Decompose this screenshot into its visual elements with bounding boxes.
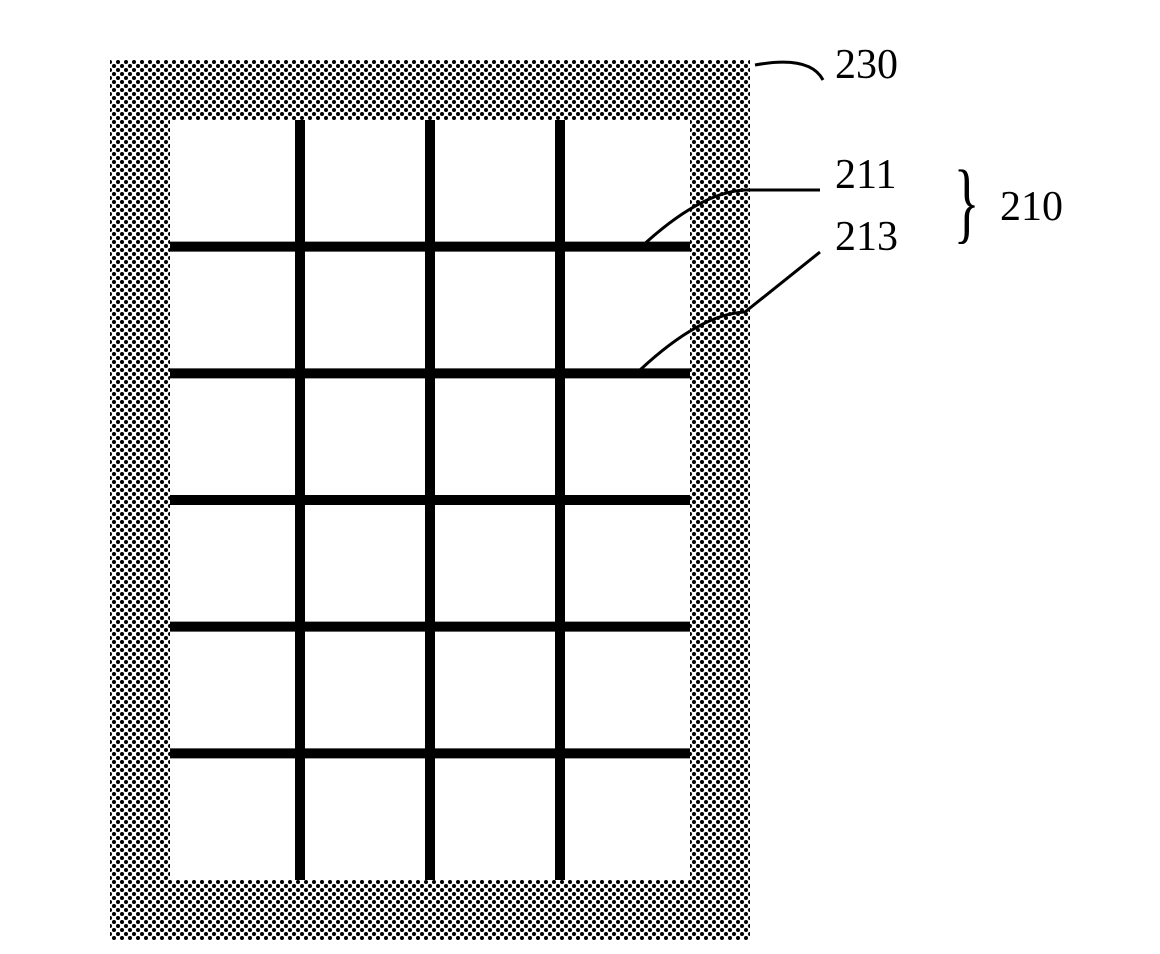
label-230: 230: [835, 44, 898, 86]
leader-213-ext: [745, 252, 820, 312]
diagram-canvas: { "figure": { "type": "diagram", "canvas…: [0, 0, 1160, 954]
leader-230: [755, 62, 823, 80]
label-213: 213: [835, 216, 898, 258]
diagram-svg: [0, 0, 1160, 954]
brace-210: }: [954, 158, 980, 248]
label-210: 210: [1000, 186, 1063, 228]
label-211: 211: [835, 154, 896, 196]
